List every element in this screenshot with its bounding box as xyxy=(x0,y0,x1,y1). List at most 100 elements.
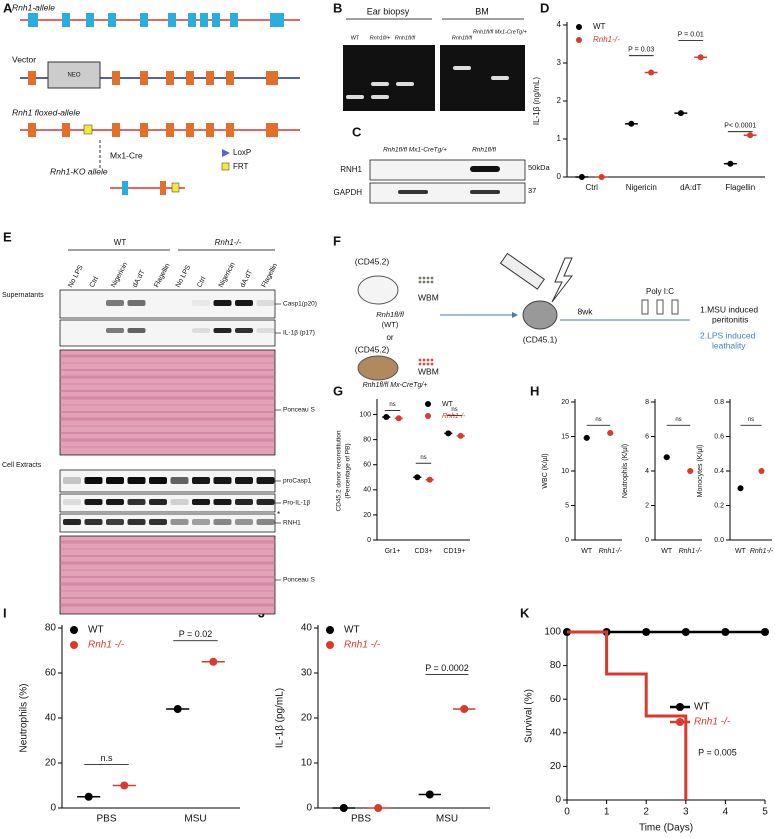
mouse-icon xyxy=(357,275,399,305)
label: Rnh1-/- xyxy=(215,238,242,247)
cell-icon xyxy=(422,362,426,366)
label: Flagellin xyxy=(153,262,171,288)
label: Vector xyxy=(12,54,36,64)
panel-letter: D xyxy=(540,0,549,15)
blot-band xyxy=(235,519,253,525)
label: WBM xyxy=(418,366,439,376)
exon xyxy=(166,123,174,137)
blot-band xyxy=(192,519,210,525)
y-tick-label: 15 xyxy=(561,433,569,440)
y-tick-label: 0 xyxy=(557,172,562,181)
label: * xyxy=(277,510,280,519)
blot-band xyxy=(235,477,253,484)
exon xyxy=(28,71,36,85)
cell-icon xyxy=(430,358,434,362)
data-point xyxy=(578,174,585,180)
cell-icon xyxy=(418,358,422,362)
exon xyxy=(226,71,234,85)
y-tick-label: 20 xyxy=(561,399,569,406)
label: Pro-IL-1β xyxy=(283,500,310,507)
y-tick-label: 100 xyxy=(544,627,561,638)
panel-letter: G xyxy=(333,383,343,398)
cell-icon xyxy=(418,362,422,366)
ponceau xyxy=(59,535,276,615)
y-axis-label: CD45.2 donor reconstitution xyxy=(336,430,343,511)
exon xyxy=(62,123,70,137)
x-tick-label: MSU xyxy=(184,814,206,825)
panel-letter: C xyxy=(352,124,362,139)
annotation: ns xyxy=(451,407,457,413)
data-point xyxy=(120,781,129,790)
frt xyxy=(171,182,180,193)
data-point xyxy=(697,54,704,61)
annotation: ns xyxy=(675,417,681,423)
label: Rnh1fl/fl xyxy=(395,35,416,41)
data-point xyxy=(758,468,765,474)
label: Rnh1fl/fl Mx1-CreTg/+ xyxy=(383,147,447,154)
label: Ctrl xyxy=(196,276,208,289)
label: WBM xyxy=(418,292,439,302)
y-axis-label: Neutrophils (%) xyxy=(19,684,30,753)
vial xyxy=(671,299,679,315)
y-tick-label: 6 xyxy=(645,433,649,440)
label: Rnh1 floxed-allele xyxy=(12,107,80,117)
y-tick-label: 0 xyxy=(645,537,649,544)
data-point xyxy=(642,628,651,636)
y-tick-label: 0 xyxy=(50,803,56,814)
label: NEO xyxy=(67,73,80,79)
exon xyxy=(206,71,214,85)
gel-band xyxy=(491,76,509,80)
blot-band xyxy=(106,499,124,505)
x-tick-label: Rnh1-/- xyxy=(750,548,774,555)
annotation: P = 0.01 xyxy=(678,31,704,38)
data-point xyxy=(460,705,469,713)
data-point xyxy=(84,792,93,801)
x-tick-label: PBS xyxy=(96,814,116,825)
cell-icon xyxy=(430,362,434,366)
blot-band xyxy=(63,477,81,484)
data-point xyxy=(374,804,383,812)
y-tick-label: 40 xyxy=(45,713,57,724)
label: 37 xyxy=(528,186,536,195)
label: (WT) xyxy=(382,320,399,329)
blot-band xyxy=(106,328,124,333)
label: RNH1 xyxy=(283,520,301,527)
x-tick-label: PBS xyxy=(351,814,371,825)
label: IL-1β (p17) xyxy=(283,330,315,337)
x-tick-label: Rnh1-/- xyxy=(679,548,703,555)
blot-band xyxy=(235,300,253,306)
arrow-head xyxy=(512,312,518,318)
y-tick-label: 100 xyxy=(359,411,371,418)
data-point xyxy=(663,454,670,461)
label: Rnh1fl/fl Mx-CreTg/+ xyxy=(363,382,428,389)
blot-band xyxy=(106,519,124,525)
data-point xyxy=(425,790,434,799)
blot xyxy=(369,159,526,181)
y-tick-label: 4 xyxy=(645,468,649,475)
exon xyxy=(270,13,284,27)
annotation: ns xyxy=(420,455,426,461)
y-tick-label: 60 xyxy=(45,668,57,679)
label: Flagellin xyxy=(261,262,279,288)
data-point xyxy=(727,160,734,167)
blot-band xyxy=(256,519,275,525)
mouse-icon xyxy=(522,300,558,330)
legend-marker xyxy=(676,718,684,726)
label: LoxP xyxy=(233,148,251,157)
y-tick-label: 0.0 xyxy=(714,537,724,544)
blot-band xyxy=(63,499,81,505)
x-tick-label: 3 xyxy=(683,807,689,818)
blot-band xyxy=(106,477,124,484)
exon xyxy=(188,13,196,27)
y-tick-label: 20 xyxy=(363,512,371,519)
blot-band xyxy=(213,300,232,306)
data-point xyxy=(677,110,684,117)
exon xyxy=(226,123,234,137)
blot-band xyxy=(470,166,500,172)
x-tick-label: CD19+ xyxy=(444,548,466,555)
legend-marker xyxy=(326,626,334,634)
blot-band xyxy=(256,328,275,333)
blot-band xyxy=(213,477,232,484)
exon xyxy=(212,13,220,27)
label: Casp1(p20) xyxy=(283,301,317,308)
